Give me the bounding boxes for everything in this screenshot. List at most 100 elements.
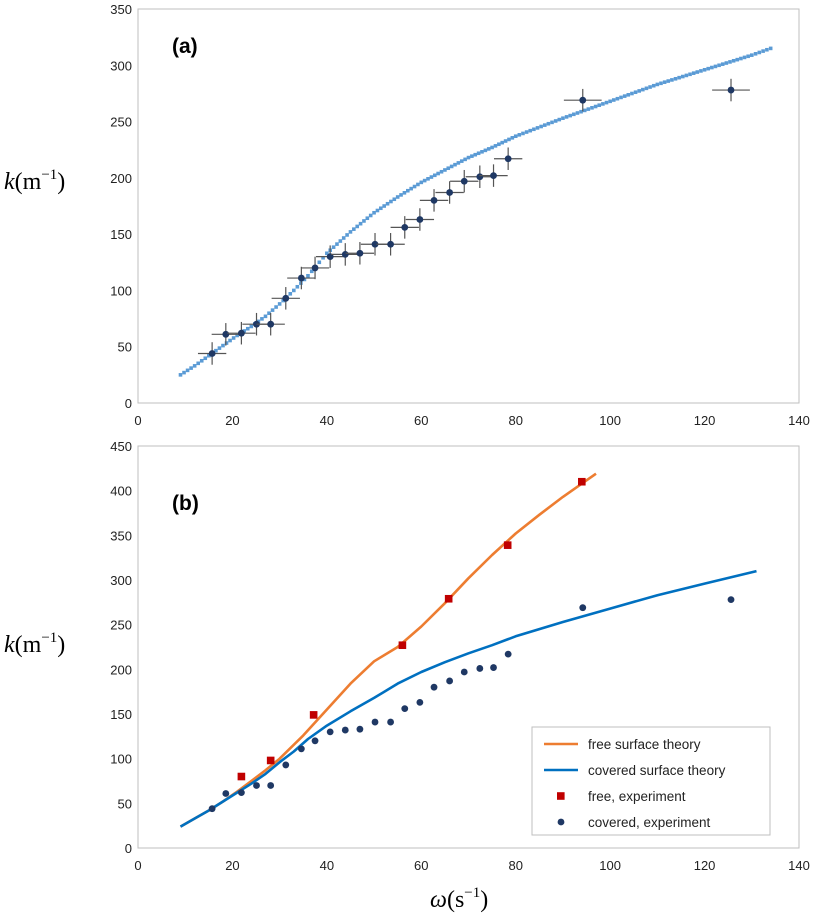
panel-b-y-tick-labels: 0 50 100 150 200 250 300 350 400 450 — [110, 439, 132, 856]
panel-a-theory-point — [463, 157, 467, 162]
panel-a-x-tick-40: 40 — [320, 413, 334, 428]
panel-a-theory-point — [196, 361, 200, 366]
panel-a-theory-point — [768, 46, 773, 51]
panel-a-theory-point — [604, 100, 609, 105]
panel-a-marker — [341, 251, 349, 258]
panel-a-data-point — [479, 164, 508, 187]
panel-a-data-point — [271, 287, 300, 310]
panel-a-x-tick-20: 20 — [225, 413, 239, 428]
panel-a-marker — [282, 294, 290, 302]
panel-a-theory-point — [295, 284, 300, 289]
legend-item: covered, experiment — [557, 815, 711, 830]
panel-a-theory-point — [739, 56, 743, 61]
panel-a-data-point — [712, 78, 750, 102]
panel-a-theory-point — [662, 80, 667, 84]
panel-a-y-tick-100: 100 — [110, 283, 132, 298]
panel-a-theory-point — [699, 69, 703, 73]
panel-b-y-tick-400: 400 — [110, 484, 132, 499]
panel-a-theory-point — [466, 155, 471, 160]
panel-a-theory-point — [449, 164, 454, 169]
panel-a-theory-point — [372, 210, 376, 215]
panel-a-theory-point — [439, 169, 444, 174]
legend-item: free, experiment — [557, 789, 686, 804]
panel-a-theory-point — [375, 208, 380, 213]
panel-a-theory-point — [453, 162, 457, 167]
panel-a-marker — [446, 189, 454, 196]
panel-b-x-axis-title: ω(s−1) — [430, 885, 488, 913]
panel-a-theory-point — [542, 123, 547, 127]
panel-a-theory-point — [385, 201, 390, 206]
panel-a-theory-point — [412, 184, 417, 189]
panel-a-theory-point — [309, 269, 314, 274]
panel-a-data-point — [287, 266, 316, 290]
panel-a-plot-area — [137, 8, 800, 404]
panel-a-theory-point — [338, 239, 343, 243]
panel-a-theory-point — [532, 127, 536, 132]
panel-a-data-point — [227, 321, 256, 345]
panel-a-theory-point — [214, 348, 218, 353]
legend: free surface theory covered surface theor… — [531, 726, 771, 836]
panel-b-y-tick-0: 0 — [125, 841, 132, 856]
panel-a-theory-point — [524, 130, 529, 134]
panel-a-theory-point — [178, 373, 183, 377]
panel-a-theory-point — [335, 242, 339, 246]
panel-a-theory-point — [355, 224, 360, 229]
panel-a-theory-point — [446, 166, 451, 171]
panel-a-theory-point — [626, 93, 631, 97]
panel-a-theory-point — [557, 117, 562, 122]
panel-a-y-tick-150: 150 — [110, 227, 132, 242]
panel-a-data-point — [419, 189, 449, 212]
panel-a-theory-point — [288, 292, 293, 296]
panel-a-theory-point — [677, 75, 681, 80]
panel-a-theory-point — [352, 227, 356, 231]
panel-a-theory-point — [717, 63, 721, 68]
covered-experiment-marker — [253, 782, 260, 789]
panel-a-theory-point — [281, 298, 285, 303]
panel-a-theory-point — [473, 152, 478, 157]
panel-a-theory-point — [341, 236, 346, 240]
panel-a-theory-point — [513, 134, 518, 139]
panel-a-marker — [311, 264, 319, 272]
panel-a-theory-point — [426, 177, 430, 181]
panel-a-theory-point — [185, 368, 190, 373]
panel-a-theory-point — [659, 81, 663, 86]
panel-a-theory-point — [416, 182, 420, 187]
panel-b-label: (b) — [172, 492, 199, 515]
panel-a-theory-point — [358, 221, 363, 226]
covered-experiment-marker — [237, 789, 245, 797]
covered-experiment-marker — [326, 728, 334, 736]
panel-a-theory-point — [306, 273, 310, 278]
panel-a-theory-point — [429, 175, 434, 179]
panel-a-theory-point — [207, 353, 211, 358]
panel-a-theory-point — [706, 66, 711, 71]
panel-a-theory-point — [500, 140, 505, 145]
panel-a-marker — [727, 86, 735, 94]
legend-label: free surface theory — [588, 737, 701, 752]
panel-a-theory-point — [392, 197, 397, 202]
panel-a-marker — [476, 173, 484, 181]
covered-experiment-marker — [356, 725, 364, 733]
panel-b-theory-lines — [179, 472, 757, 828]
legend-item: free surface theory — [544, 737, 701, 752]
panel-a-theory-point — [601, 102, 605, 106]
free-experiment-marker — [309, 711, 318, 719]
panel-a-theory-point — [362, 219, 366, 223]
panel-a-theory-point — [546, 121, 551, 126]
panel-a-theory-point — [619, 95, 623, 100]
covered-experiment-marker — [727, 596, 735, 604]
panel-a-theory-point — [486, 147, 491, 151]
panel-a-theory-point — [593, 104, 598, 109]
panel-a-theory-point — [368, 213, 373, 218]
panel-a-theory-point — [651, 83, 656, 88]
panel-b-x-tick-140: 140 — [788, 858, 810, 873]
panel-a-theory-point — [203, 356, 208, 361]
panel-a-theory-point — [765, 47, 769, 52]
panel-b-y-tick-300: 300 — [110, 573, 132, 588]
panel-a-theory-point — [260, 317, 264, 321]
panel-a-data-point — [376, 233, 405, 256]
covered-experiment-marker — [282, 761, 290, 769]
panel-b: 0 50 100 150 200 250 300 350 400 450 0 20 40 60 80 100… — [4, 439, 810, 913]
panel-a-theory-point — [572, 112, 576, 117]
panel-b-y-tick-50: 50 — [118, 796, 132, 811]
panel-a-theory-point — [389, 199, 393, 204]
